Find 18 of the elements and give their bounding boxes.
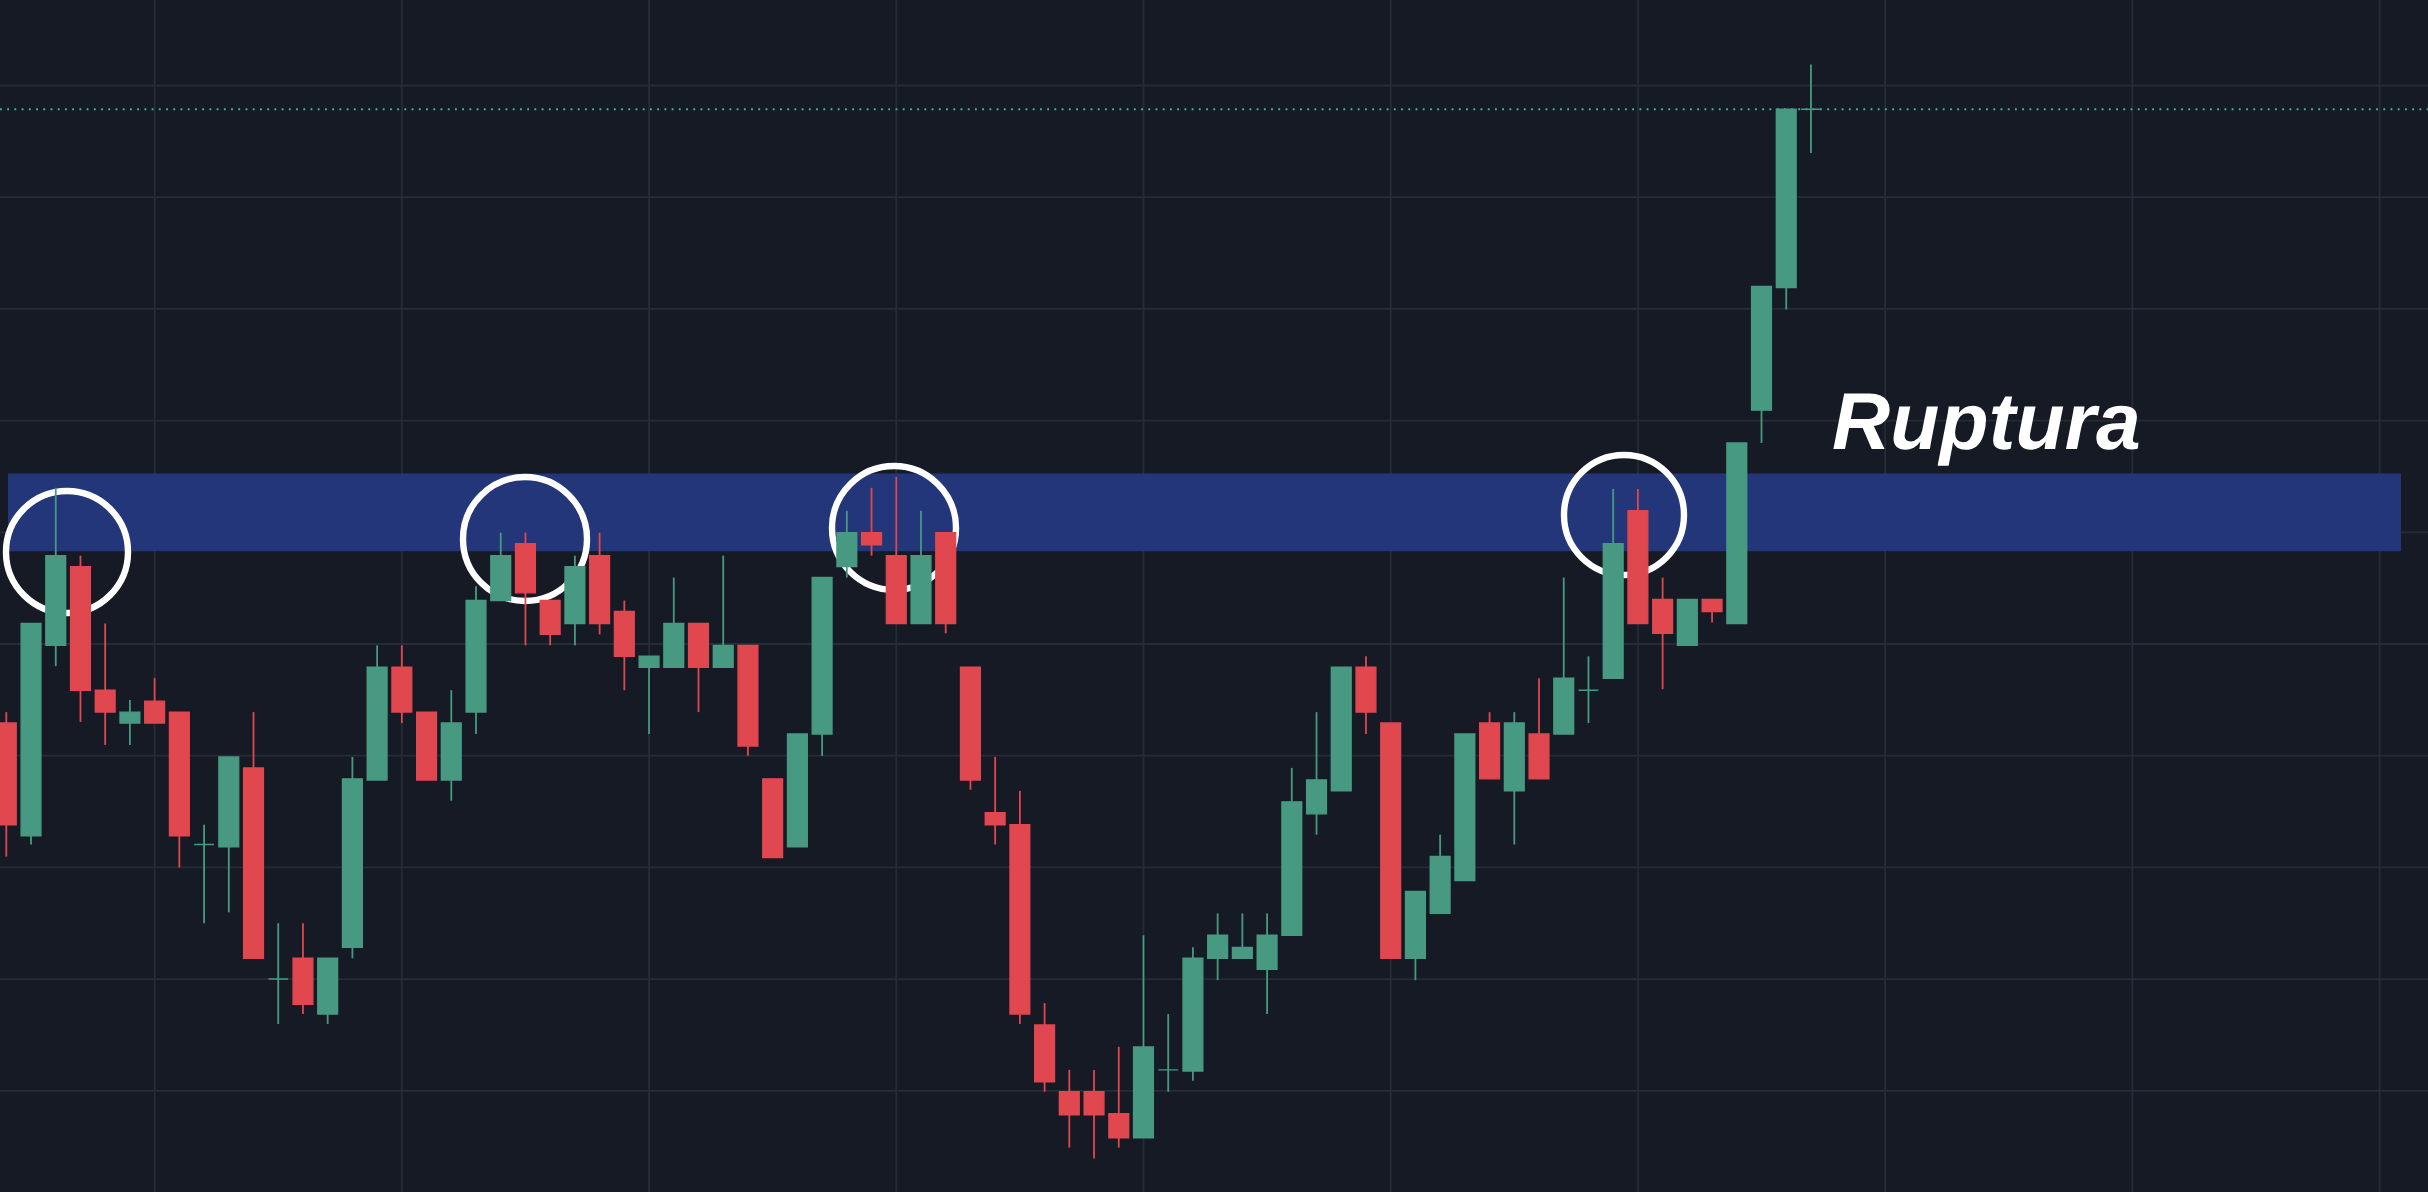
candlestick <box>267 922 289 1025</box>
candlestick <box>1207 912 1229 982</box>
candlestick <box>1800 63 1822 154</box>
candlestick <box>1231 912 1253 960</box>
candlestick <box>712 554 734 669</box>
candlestick <box>1058 1068 1080 1149</box>
candlestick <box>1701 598 1723 624</box>
candlestick <box>1157 1013 1179 1093</box>
candlestick <box>1577 655 1600 724</box>
candlestick <box>144 677 166 724</box>
candlestick <box>193 823 215 925</box>
candlestick <box>860 486 883 557</box>
candlestick <box>984 756 1006 846</box>
candlestick <box>94 622 116 746</box>
text: Ruptura <box>1833 393 2139 466</box>
candlestick <box>638 655 660 735</box>
candlestick <box>1083 1068 1105 1160</box>
candlestick <box>119 699 141 746</box>
